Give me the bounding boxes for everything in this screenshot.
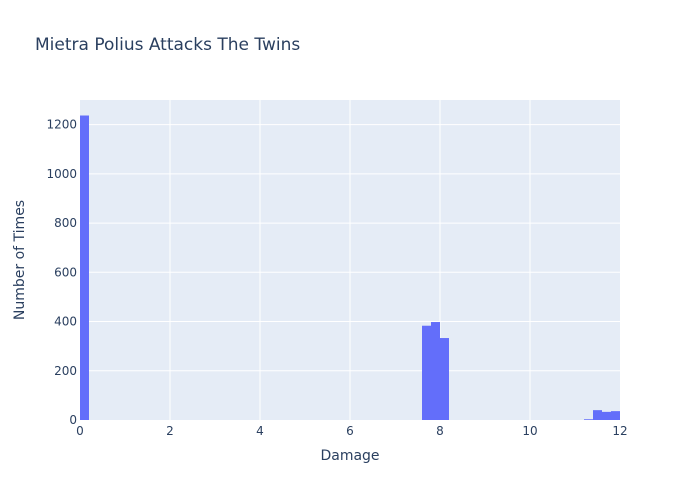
x-axis-title: Damage [320,448,379,464]
y-axis-title: Number of Times [12,200,28,320]
histogram-bars [80,115,620,420]
x-tick-label: 12 [612,424,627,438]
x-tick-label: 6 [346,424,354,438]
y-tick-label: 1200 [46,118,77,132]
y-tick-label: 400 [54,315,77,329]
histogram-bar [602,411,611,420]
histogram-bar [611,411,620,420]
histogram-bar [584,419,593,420]
histogram-bar [431,322,440,420]
histogram-bar [440,338,449,420]
x-tick-label: 4 [256,424,264,438]
histogram-bar [422,325,431,420]
y-axis-ticks: 0 200 400 600 800 1000 1200 [46,118,77,427]
y-tick-label: 1000 [46,167,77,181]
x-tick-label: 2 [166,424,174,438]
y-tick-label: 0 [69,413,77,427]
x-axis-ticks: 0 2 4 6 8 10 12 [76,424,627,438]
x-tick-label: 10 [522,424,537,438]
y-tick-label: 600 [54,265,77,279]
x-tick-label: 8 [436,424,444,438]
x-tick-label: 0 [76,424,84,438]
chart-title: Mietra Polius Attacks The Twins [35,35,300,55]
histogram-bar [593,410,602,420]
y-tick-label: 200 [54,364,77,378]
histogram-bar [80,115,89,420]
y-tick-label: 800 [54,216,77,230]
